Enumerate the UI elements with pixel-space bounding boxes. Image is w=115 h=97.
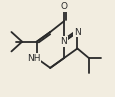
Text: N: N bbox=[60, 37, 67, 46]
Text: NH: NH bbox=[27, 54, 40, 63]
Text: O: O bbox=[60, 2, 67, 11]
Text: N: N bbox=[73, 28, 80, 36]
